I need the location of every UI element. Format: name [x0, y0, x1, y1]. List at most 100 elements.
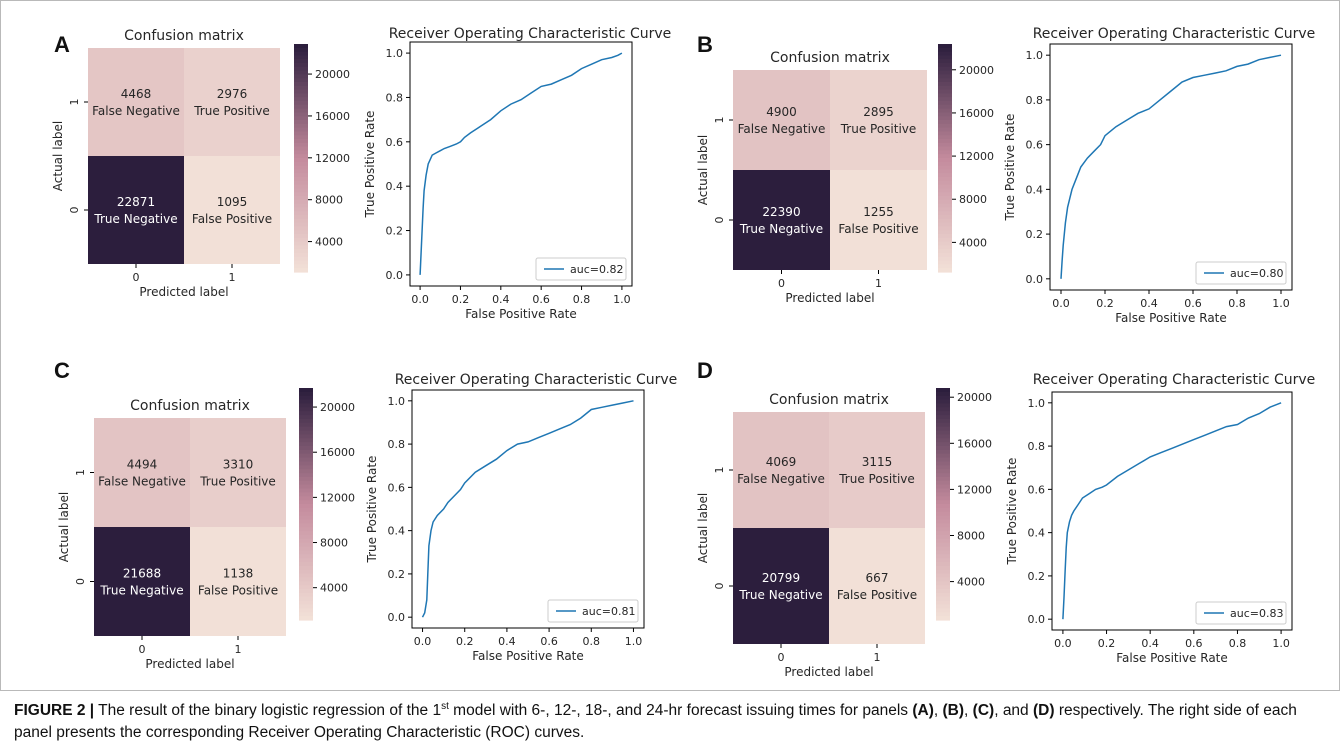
- colorbar-segment: [299, 434, 313, 439]
- colorbar-segment: [938, 161, 952, 167]
- roc-y-tick-label: 0.4: [388, 525, 406, 538]
- roc-y-label: True Positive Rate: [1003, 114, 1017, 222]
- colorbar-segment: [938, 51, 952, 56]
- colorbar-segment: [294, 63, 308, 68]
- roc-x-tick-label: 0.2: [1098, 637, 1116, 650]
- colorbar-segment: [294, 169, 308, 174]
- colorbar-segment: [299, 480, 313, 486]
- colorbar-segment: [294, 180, 308, 186]
- colorbar-segment: [936, 562, 950, 567]
- colorbar-segment: [936, 519, 950, 524]
- roc-y-tick-label: 0.6: [1028, 483, 1046, 496]
- roc-x-tick-label: 0.6: [532, 293, 550, 306]
- colorbar-segment: [936, 534, 950, 540]
- heatmap-y-tick-label: 1: [74, 469, 87, 476]
- colorbar-segment: [938, 47, 952, 53]
- colorbar-segment: [938, 93, 952, 98]
- colorbar-segment: [936, 515, 950, 521]
- colorbar-segment: [299, 542, 313, 548]
- caption-ref-c: (C): [972, 702, 995, 719]
- colorbar-segment: [294, 264, 308, 269]
- colorbar-segment: [299, 426, 313, 432]
- cell-value: 22390: [762, 205, 800, 219]
- colorbar-segment: [299, 511, 313, 517]
- colorbar-segment: [938, 264, 952, 269]
- cell-label: False Positive: [837, 588, 917, 602]
- figure-caption: FIGURE 2 | The result of the binary logi…: [14, 700, 1330, 744]
- colorbar-segment: [938, 82, 952, 87]
- colorbar-segment: [294, 74, 308, 79]
- colorbar-segment: [299, 465, 313, 470]
- colorbar-segment: [936, 616, 950, 621]
- colorbar-tick-label: 20000: [957, 391, 992, 404]
- heatmap-cell: [94, 527, 190, 636]
- panel-letter: C: [54, 358, 70, 383]
- roc-x-tick-label: 1.0: [613, 293, 631, 306]
- cell-value: 4468: [121, 87, 152, 101]
- heatmap-cell: [733, 528, 829, 644]
- colorbar-segment: [294, 218, 308, 224]
- colorbar-segment: [936, 403, 950, 408]
- colorbar-segment: [299, 430, 313, 435]
- roc-y-tick-label: 0.8: [388, 438, 406, 451]
- heatmap-cell: [733, 412, 829, 528]
- colorbar-segment: [294, 256, 308, 262]
- colorbar-segment: [938, 226, 952, 231]
- caption-ref-d: (D): [1032, 702, 1055, 719]
- roc-y-label: True Positive Rate: [365, 456, 379, 564]
- colorbar-segment: [936, 542, 950, 548]
- heatmap-x-tick-label: 1: [229, 271, 236, 284]
- roc-y-label: True Positive Rate: [1005, 458, 1019, 566]
- roc-legend-label: auc=0.82: [570, 263, 623, 276]
- colorbar-segment: [936, 484, 950, 490]
- roc-x-tick-label: 0.8: [573, 293, 591, 306]
- colorbar-segment: [299, 473, 313, 478]
- colorbar-segment: [294, 173, 308, 178]
- colorbar-segment: [938, 177, 952, 182]
- colorbar-segment: [294, 70, 308, 75]
- colorbar-segment: [938, 89, 952, 94]
- colorbar-segment: [294, 135, 308, 140]
- colorbar-segment: [936, 592, 950, 598]
- colorbar-segment: [294, 112, 308, 117]
- colorbar-segment: [938, 169, 952, 174]
- colorbar-segment: [936, 395, 950, 401]
- colorbar-segment: [936, 476, 950, 482]
- colorbar-segment: [936, 430, 950, 435]
- colorbar-segment: [294, 85, 308, 91]
- roc-legend-label: auc=0.80: [1230, 267, 1283, 280]
- cell-value: 2976: [217, 87, 248, 101]
- colorbar-segment: [299, 504, 313, 509]
- colorbar-segment: [299, 592, 313, 598]
- colorbar-segment: [936, 507, 950, 513]
- colorbar-segment: [294, 142, 308, 148]
- roc-title: Receiver Operating Characteristic Curve: [1033, 26, 1316, 42]
- colorbar-tick-label: 12000: [320, 491, 355, 504]
- colorbar-segment: [938, 173, 952, 178]
- colorbar-segment: [299, 604, 313, 609]
- cell-value: 4494: [127, 458, 158, 472]
- colorbar-segment: [294, 123, 308, 129]
- colorbar-segment: [938, 108, 952, 113]
- colorbar-segment: [936, 604, 950, 609]
- colorbar-segment: [938, 146, 952, 151]
- roc-x-tick-label: 0.2: [1096, 297, 1114, 310]
- colorbar-segment: [299, 395, 313, 401]
- colorbar-segment: [294, 108, 308, 113]
- roc-x-tick-label: 0.4: [1140, 297, 1158, 310]
- colorbar-segment: [936, 523, 950, 528]
- roc-legend-label: auc=0.83: [1230, 607, 1283, 620]
- colorbar-segment: [938, 196, 952, 201]
- colorbar-segment: [299, 500, 313, 505]
- colorbar-segment: [299, 612, 313, 617]
- colorbar-segment: [938, 85, 952, 91]
- colorbar-segment: [938, 192, 952, 197]
- cell-label: True Negative: [93, 212, 177, 226]
- cell-label: True Positive: [840, 122, 917, 136]
- roc-x-tick-label: 0.0: [1054, 637, 1072, 650]
- colorbar-segment: [294, 116, 308, 121]
- colorbar-segment: [936, 488, 950, 493]
- roc-curve: [1060, 54, 1282, 279]
- colorbar-segment: [936, 500, 950, 505]
